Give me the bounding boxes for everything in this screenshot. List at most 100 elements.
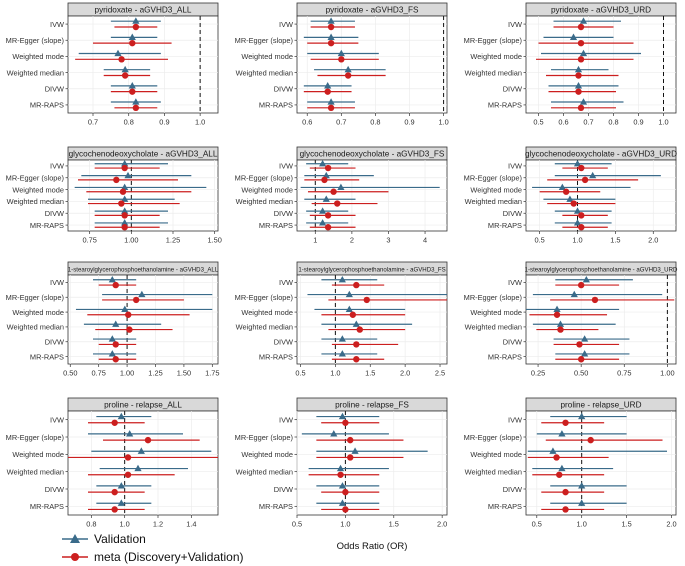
x-tick-label: 0.7 bbox=[88, 118, 98, 127]
panel-title: pyridoxate - aGVHD3_FS bbox=[326, 6, 419, 15]
point-meta bbox=[324, 212, 332, 219]
method-label: MR-Egger (slope) bbox=[464, 174, 522, 183]
method-label: IVW bbox=[279, 415, 293, 424]
point-validation bbox=[589, 171, 597, 179]
point-meta bbox=[324, 224, 332, 231]
point-validation bbox=[578, 412, 586, 420]
point-meta bbox=[112, 281, 119, 289]
point-validation bbox=[324, 82, 332, 89]
panel-title: glycochenodeoxycholate - aGVHD3_FS bbox=[300, 150, 445, 159]
legend: Validation meta (Discovery+Validation) bbox=[62, 530, 244, 566]
legend-label-validation: Validation bbox=[94, 532, 146, 546]
point-meta bbox=[330, 188, 337, 195]
x-tick-label: 0.7 bbox=[336, 118, 346, 127]
x-tick-label: 3 bbox=[386, 236, 390, 245]
x-tick-label: 2.0 bbox=[648, 236, 658, 245]
point-validation bbox=[553, 305, 561, 313]
method-label: MR-RAPS bbox=[259, 101, 293, 110]
point-validation bbox=[319, 207, 327, 214]
point-meta bbox=[338, 56, 345, 63]
panel-title: 1-stearoylglycerophosphoethanolamine - a… bbox=[68, 267, 219, 274]
point-meta bbox=[577, 39, 585, 47]
method-label: Weighted mode bbox=[241, 450, 293, 459]
method-label: IVW bbox=[50, 415, 64, 424]
panel-title: pyridoxate - aGVHD3_URD bbox=[551, 6, 651, 15]
panel-4: glycochenodeoxycholate - aGVHD3_ALL IVW MR… bbox=[6, 146, 222, 245]
x-tick-label: 0.50 bbox=[63, 369, 77, 378]
x-tick-label: 0.5 bbox=[534, 236, 544, 245]
point-meta bbox=[324, 88, 331, 95]
x-tick-label: 1.5 bbox=[621, 520, 631, 529]
point-meta bbox=[119, 188, 127, 195]
point-validation bbox=[337, 49, 345, 57]
point-meta bbox=[562, 506, 569, 513]
panel-9: 1-stearoylglycerophosphoethanolamine - a… bbox=[464, 261, 678, 378]
point-validation bbox=[558, 464, 566, 472]
point-validation bbox=[573, 159, 582, 167]
method-label: IVW bbox=[279, 20, 293, 29]
x-tick-label: 1.0 bbox=[195, 118, 205, 127]
point-validation bbox=[121, 65, 129, 73]
point-meta bbox=[575, 88, 582, 95]
point-validation bbox=[579, 17, 588, 24]
panel-7: 1-stearoylglycerophosphoethanolamine - a… bbox=[6, 261, 220, 378]
method-label: Weighted mode bbox=[241, 185, 293, 194]
point-meta bbox=[353, 281, 360, 289]
point-meta bbox=[577, 56, 585, 63]
point-meta bbox=[327, 23, 335, 31]
x-tick-label: 0.6 bbox=[302, 118, 312, 127]
legend-key-meta bbox=[62, 553, 88, 561]
method-label: DIVW bbox=[503, 338, 522, 347]
method-label: Weighted median bbox=[236, 323, 293, 332]
x-tick-label: 1.00 bbox=[124, 236, 138, 245]
x-tick-label: 0.8 bbox=[608, 118, 618, 127]
panel-11: proline - relapse_FS IVW MR-Egger (slope) W… bbox=[235, 397, 448, 529]
point-meta bbox=[126, 326, 133, 333]
legend-item-validation: Validation bbox=[62, 530, 244, 548]
method-label: MR-RAPS bbox=[488, 221, 522, 230]
point-meta bbox=[112, 356, 119, 363]
x-tick-label: 1.0 bbox=[658, 118, 668, 127]
method-label: DIVW bbox=[274, 85, 293, 94]
method-label: MR-RAPS bbox=[30, 101, 64, 110]
x-tick-label: 0.5 bbox=[292, 520, 302, 529]
method-label: Weighted mode bbox=[241, 308, 293, 317]
point-meta bbox=[321, 176, 328, 184]
x-tick-label: 0.75 bbox=[617, 369, 631, 378]
point-validation bbox=[132, 98, 140, 105]
point-meta bbox=[347, 454, 354, 461]
x-tick-label: 1.50 bbox=[177, 369, 191, 378]
point-meta bbox=[578, 164, 585, 172]
point-validation bbox=[117, 482, 125, 489]
x-tick-label: 1.00 bbox=[660, 369, 674, 378]
method-label: IVW bbox=[279, 162, 293, 171]
x-tick-label: 0.9 bbox=[159, 118, 169, 127]
point-validation bbox=[322, 171, 330, 179]
point-meta bbox=[353, 341, 360, 348]
method-label: Weighted median bbox=[7, 323, 64, 332]
point-meta bbox=[113, 176, 120, 184]
point-validation bbox=[558, 183, 566, 191]
method-label: IVW bbox=[508, 278, 522, 287]
method-label: Weighted median bbox=[236, 467, 293, 476]
point-meta bbox=[591, 296, 599, 304]
x-tick-label: 2.5 bbox=[435, 369, 445, 378]
method-label: MR-RAPS bbox=[488, 502, 522, 511]
method-label: Weighted median bbox=[465, 68, 522, 77]
point-meta bbox=[562, 188, 570, 195]
method-label: MR-RAPS bbox=[259, 502, 293, 511]
point-meta bbox=[575, 72, 582, 79]
point-meta bbox=[556, 471, 563, 478]
method-label: DIVW bbox=[503, 209, 522, 218]
x-tick-label: 2.0 bbox=[437, 520, 447, 529]
point-meta bbox=[118, 200, 125, 207]
x-tick-label: 0.9 bbox=[404, 118, 414, 127]
method-label: DIVW bbox=[503, 85, 522, 94]
panel-title: 1-stearoylglycerophosphoethanolamine - a… bbox=[298, 267, 445, 274]
point-validation bbox=[121, 219, 129, 226]
point-meta bbox=[578, 212, 585, 219]
point-validation bbox=[108, 350, 116, 357]
point-validation bbox=[319, 219, 327, 226]
x-tick-label: 1.5 bbox=[610, 236, 620, 245]
method-label: Weighted mode bbox=[12, 450, 64, 459]
